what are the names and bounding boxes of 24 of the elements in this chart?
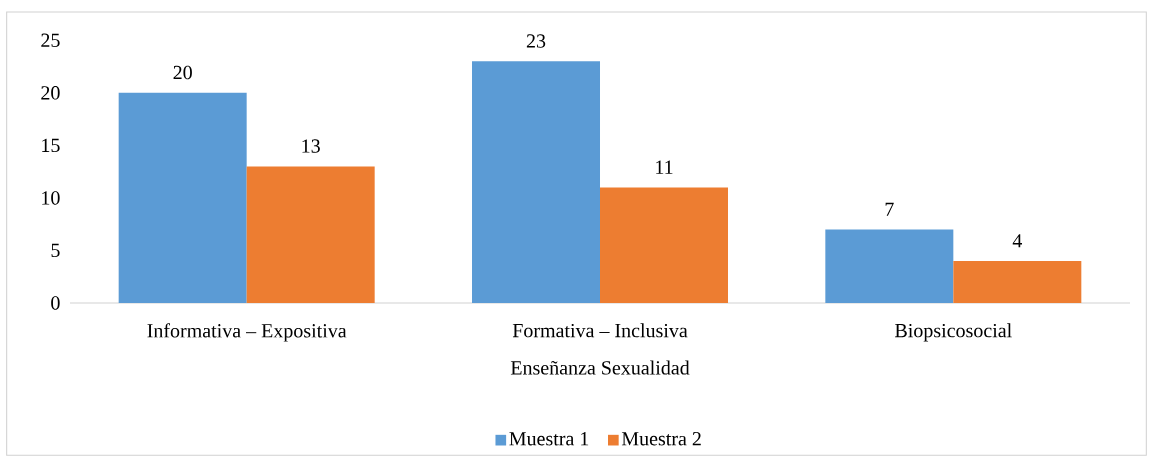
- y-tick-label: 10: [42, 191, 60, 205]
- bar: [825, 229, 954, 303]
- legend-label: Muestra 2: [621, 432, 701, 446]
- y-tick-label: 5: [51, 243, 60, 258]
- data-label: 23: [526, 34, 546, 48]
- bar: [472, 61, 601, 303]
- y-tick-label: 25: [41, 33, 60, 48]
- data-label: 13: [302, 139, 320, 153]
- legend-label: Muestra 1: [509, 432, 589, 446]
- data-label: 4: [1012, 234, 1023, 248]
- y-tick-label: 20: [41, 86, 60, 100]
- data-label: 7: [885, 202, 894, 216]
- x-tick-label: Formativa – Inclusiva: [512, 323, 688, 338]
- data-label: 11: [656, 160, 673, 174]
- bar: [953, 260, 1082, 303]
- x-tick-label: Biopsicosocial: [895, 323, 1012, 342]
- bar: [246, 166, 375, 303]
- bar: [600, 187, 728, 303]
- y-tick-label: 0: [51, 296, 60, 310]
- x-axis-title: Enseñanza Sexualidad: [510, 360, 690, 375]
- bar: [118, 92, 247, 303]
- x-tick-label: Informativa – Expositiva: [147, 323, 347, 342]
- data-label: 20: [173, 65, 192, 80]
- y-tick-label: 15: [42, 138, 60, 153]
